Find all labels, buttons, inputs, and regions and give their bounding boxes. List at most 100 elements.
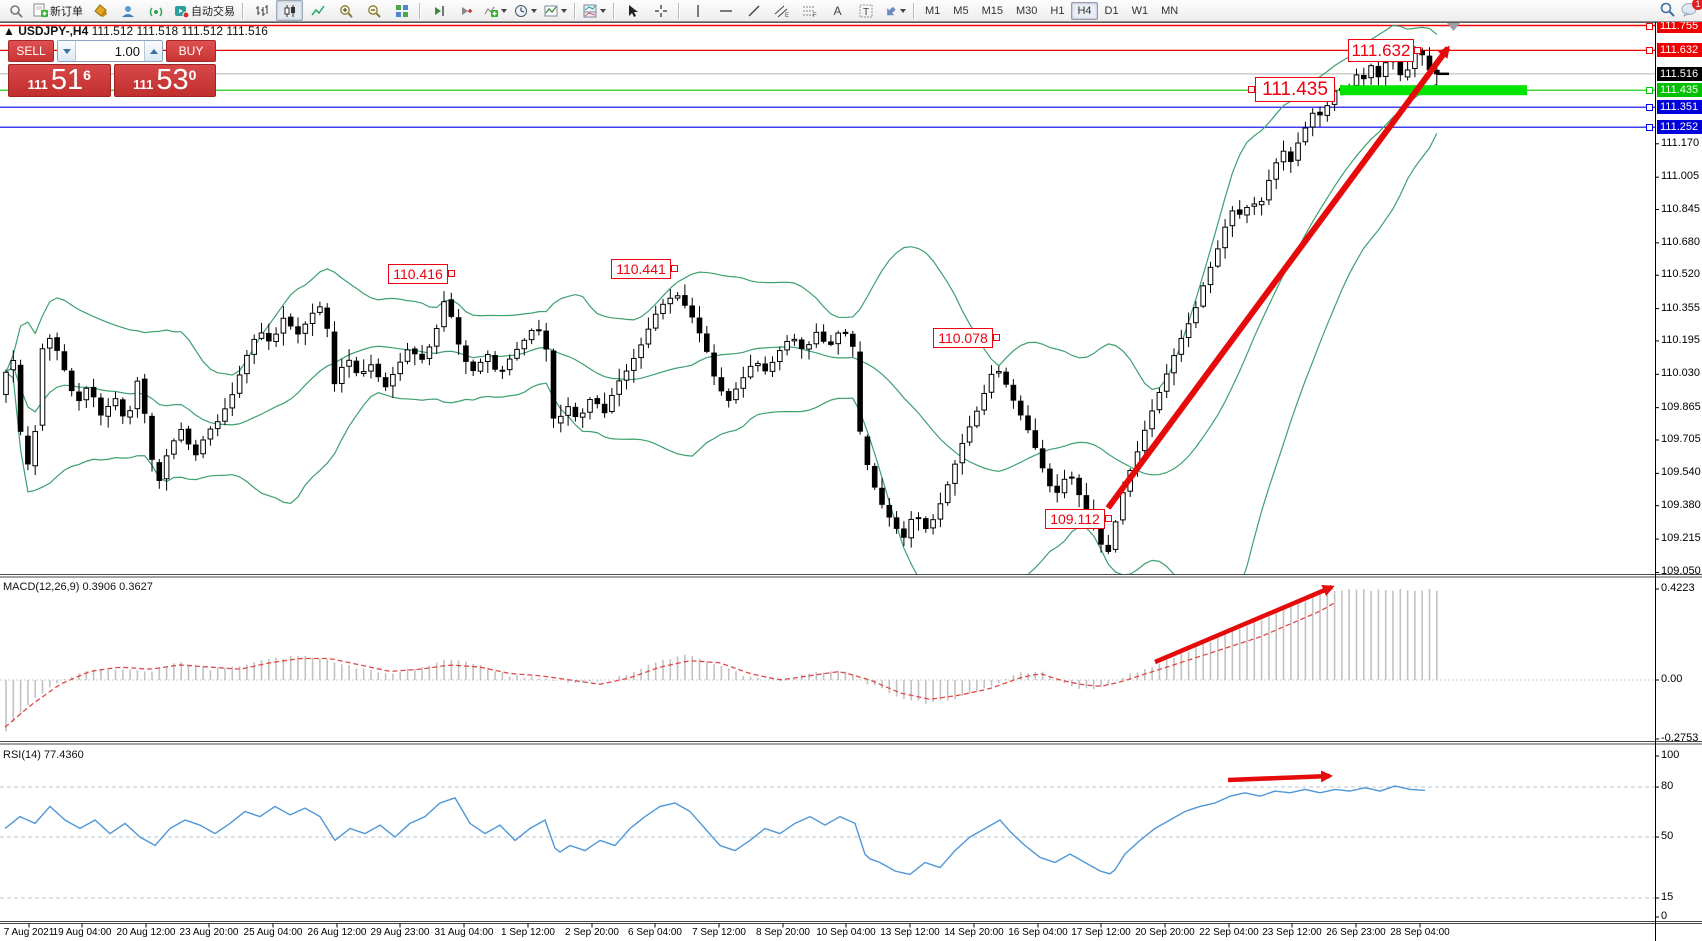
periods-button[interactable] [511,0,540,21]
zoom-in-icon [339,4,353,18]
new-order-label: 新订单 [50,5,83,18]
trendline-tool[interactable] [740,0,767,21]
timeframe-h1[interactable]: H1 [1050,4,1065,17]
callout-anchor-handle[interactable] [1105,515,1112,522]
label-tool[interactable]: T [852,0,879,21]
price-callout-label[interactable]: 109.112 [1045,509,1105,529]
buy-price-main: 53 [156,64,189,96]
price-axis-tick-label: 111.005 [1661,170,1700,183]
rsi-axis-label: 50 [1661,830,1674,842]
sell-button[interactable]: SELL [8,40,54,62]
cursor-tool-button[interactable] [619,0,646,21]
indicator-windows-button[interactable] [580,0,609,21]
volume-increase-button[interactable] [144,41,162,61]
sell-price-display[interactable]: 111 51 6 [8,64,111,97]
time-axis-label: 31 Aug 04:00 [434,927,494,938]
line-anchor-handle[interactable] [1646,47,1653,55]
buy-button[interactable]: BUY [166,40,216,62]
candlestick-chart-button[interactable] [276,0,303,21]
callout-anchor-handle[interactable] [671,265,678,272]
price-level-label: 111.351 [1657,100,1702,115]
search-icon[interactable] [1660,2,1675,17]
time-axis-label: 25 Aug 04:00 [243,927,303,938]
vertical-line-tool[interactable] [684,0,711,21]
chevron-down-icon [531,8,537,13]
autotrading-button[interactable]: 自动交易 [171,0,238,21]
timeframe-m5[interactable]: M5 [953,4,969,17]
price-callout-label[interactable]: 111.435 [1255,77,1335,102]
callout-anchor-handle[interactable] [448,270,455,277]
line-anchor-handle[interactable] [1646,124,1653,132]
rsi-indicator-label: RSI(14) 77.4360 [3,749,84,761]
price-callout-label[interactable]: 110.416 [388,264,448,284]
chart-shift-icon [461,6,472,15]
line-anchor-handle[interactable] [1646,104,1653,112]
zoom-in-button[interactable] [332,0,359,21]
price-callout-label[interactable]: 110.441 [611,259,671,279]
horizontal-line-tool[interactable] [712,0,739,21]
price-axis-tick-label: 110.355 [1661,301,1700,314]
buy-price-prefix: 111 [133,77,154,92]
tile-windows-button[interactable] [388,0,415,21]
bar-chart-button[interactable] [248,0,275,21]
chart-canvas[interactable] [0,22,1702,941]
candlestick-icon [284,4,295,17]
text-label-icon: T [859,4,872,18]
timeframe-m1[interactable]: M1 [925,4,941,17]
chart-search-icon[interactable] [2,0,29,21]
time-axis-label: 20 Sep 20:00 [1135,927,1195,938]
fibonacci-tool[interactable]: F [796,0,823,21]
indicators-button[interactable] [481,0,510,21]
chart-shift-button[interactable] [453,0,480,21]
callout-anchor-handle[interactable] [1248,85,1255,93]
volume-value[interactable]: 1.00 [114,43,140,59]
auto-scroll-button[interactable] [425,0,452,21]
volume-stepper[interactable]: 1.00 [57,40,163,62]
timeframe-m30[interactable]: M30 [1015,4,1038,17]
timeframe-d1[interactable]: D1 [1104,4,1119,17]
fibonacci-icon: F [802,6,817,18]
chevron-down-icon [561,8,567,13]
community-button[interactable] [115,0,142,21]
signal-waves-icon [149,7,163,16]
styler-button[interactable] [87,0,114,21]
new-order-button[interactable]: 新订单 [30,0,86,21]
timeframe-mn[interactable]: MN [1161,4,1179,17]
rsi-axis-label: 100 [1661,749,1680,761]
volume-decrease-button[interactable] [58,41,76,61]
rsi-axis-label: 15 [1661,891,1674,903]
templates-button[interactable] [541,0,570,21]
line-chart-button[interactable] [304,0,331,21]
timeframe-w1[interactable]: W1 [1131,4,1149,17]
ohlc-bars-icon [255,4,267,16]
price-callout-label[interactable]: 111.632 [1348,39,1414,62]
price-callout-label[interactable]: 110.078 [933,328,993,348]
time-axis-label: 28 Sep 04:00 [1390,927,1450,938]
macd-axis-label: 0.00 [1661,673,1683,685]
rsi-axis-label: 0 [1661,910,1668,922]
crosshair-tool-button[interactable] [647,0,674,21]
time-axis-label: 22 Sep 04:00 [1199,927,1259,938]
line-anchor-handle[interactable] [1646,87,1653,95]
callout-anchor-handle[interactable] [993,334,1000,341]
channel-tool[interactable]: E [768,0,795,21]
signals-button[interactable] [143,0,170,21]
zoom-out-button[interactable] [360,0,387,21]
svg-text:T: T [863,7,869,18]
svg-text:E: E [785,13,789,18]
timeframe-h4[interactable]: H4 [1071,1,1098,20]
time-axis-label: 14 Sep 20:00 [944,927,1004,938]
toolbar-separator [678,2,680,19]
line-anchor-handle[interactable] [1646,22,1653,30]
callout-anchor-handle[interactable] [1414,46,1421,54]
time-axis-label: 6 Sep 04:00 [628,927,682,938]
price-axis-tick-label: 109.540 [1661,466,1701,479]
timeframe-m15[interactable]: M15 [981,4,1003,17]
price-level-label: 111.252 [1657,120,1702,135]
indicator-window-icon [583,4,597,17]
arrows-tool[interactable] [880,0,909,21]
text-tool[interactable]: A [824,0,851,21]
time-axis-label: 2 Sep 20:00 [565,927,619,938]
buy-price-display[interactable]: 111 53 0 [113,64,216,97]
notifications-button[interactable]: 1 [1681,0,1702,17]
